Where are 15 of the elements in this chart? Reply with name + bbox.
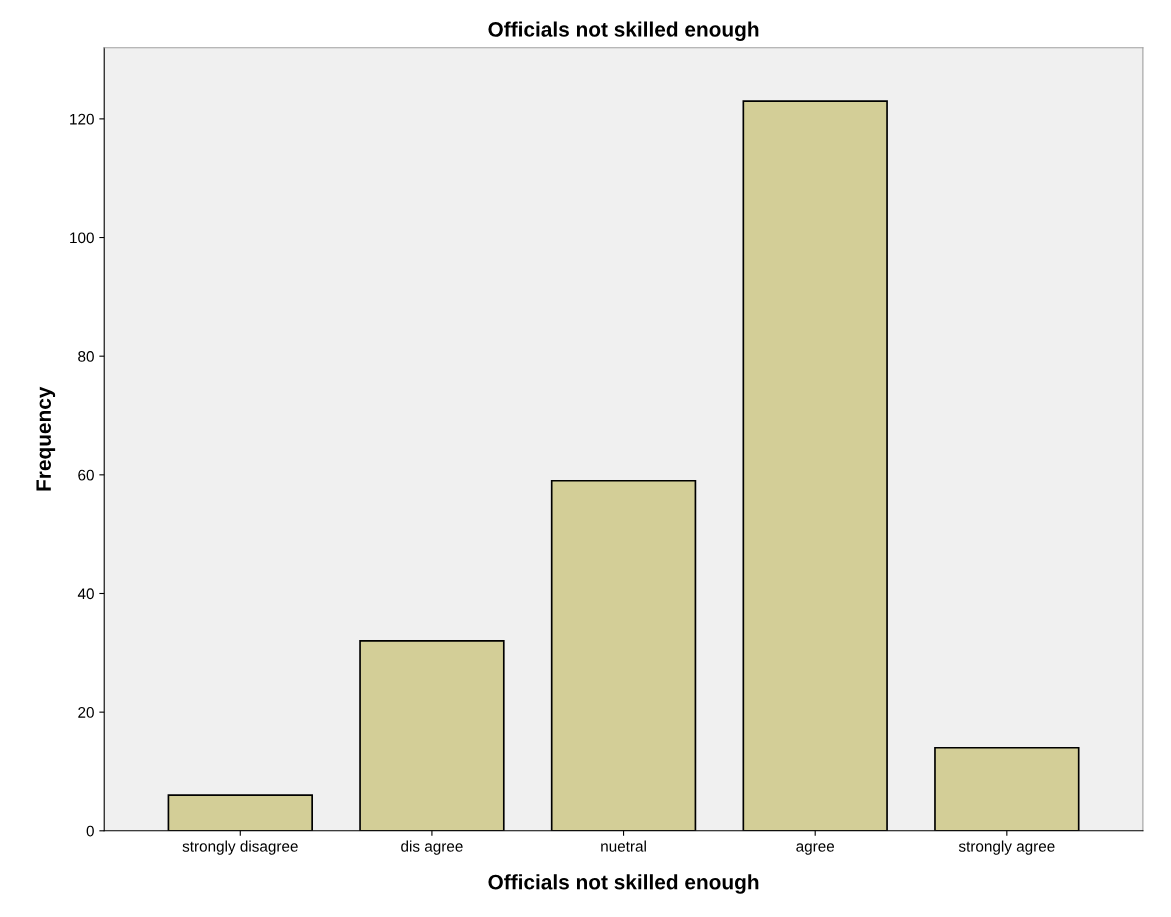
- x-axis-title: Officials not skilled enough: [488, 874, 759, 894]
- y-axis-title: Frequency: [36, 386, 56, 491]
- y-tick-label: 40: [77, 588, 94, 600]
- x-tick-label: strongly agree: [958, 840, 1055, 855]
- chart-title: Officials not skilled enough: [488, 21, 759, 41]
- x-tick-label: strongly disagree: [182, 840, 298, 855]
- x-tick-label: nuetral: [601, 840, 646, 852]
- x-tick-label: dis agree: [401, 840, 463, 855]
- y-tick-label: 80: [78, 351, 94, 362]
- y-tick-label: 0: [86, 825, 94, 837]
- y-tick-label: 100: [70, 232, 94, 244]
- y-tick-label: 60: [78, 469, 94, 481]
- x-tick-label: agree: [796, 843, 835, 855]
- y-tick-label: 120: [70, 113, 94, 125]
- y-tick-label: 20: [78, 707, 94, 718]
